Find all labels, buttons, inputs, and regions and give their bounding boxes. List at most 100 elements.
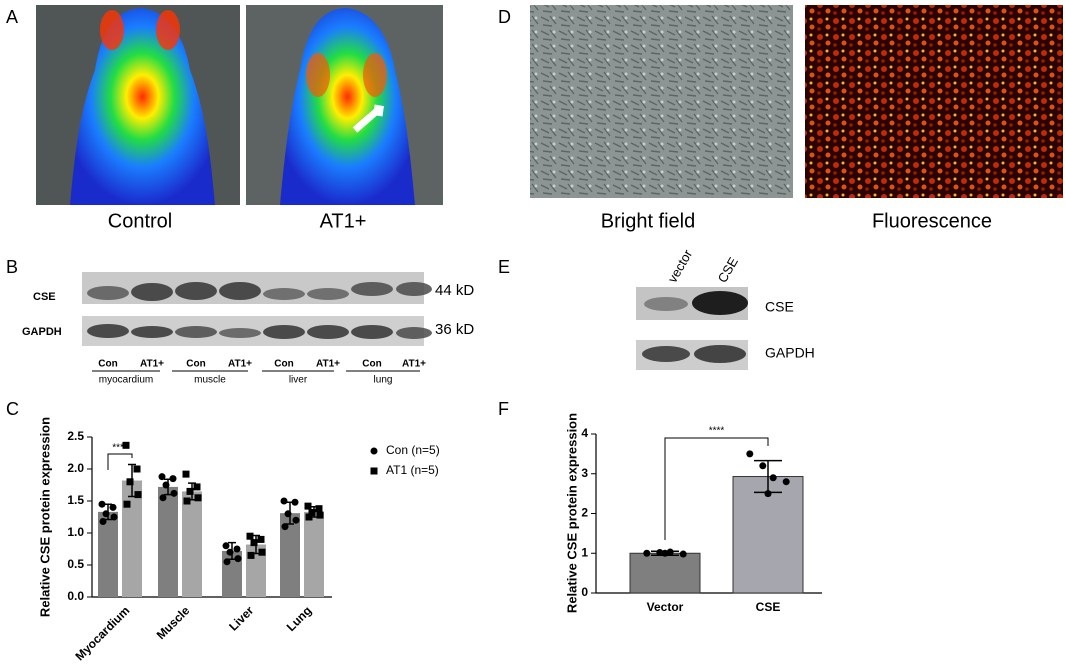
data-point [110,513,118,521]
data-point [247,551,255,559]
x-tick-label: Vector [647,600,684,614]
data-point [246,532,254,540]
data-point [308,509,316,517]
data-point [183,497,191,505]
y-tick-label: 2 [581,506,588,520]
data-point [284,510,292,518]
data-point [98,500,106,508]
lane-label: AT1+ [316,359,340,370]
blot-row-label: GAPDH [22,326,62,338]
legend-label: Con (n=5) [386,443,440,457]
data-point [258,548,266,556]
lane-label: AT1+ [140,359,164,370]
legend-marker [370,447,378,455]
western-blot [636,287,748,370]
data-point [250,539,258,547]
data-point [233,545,241,553]
molecular-weight: 36 kD [435,321,474,338]
group-label: myocardium [99,375,153,386]
lane-label: CSE [715,254,742,285]
x-tick-label: Liver [226,603,256,633]
data-point [122,441,130,449]
y-tick-label: 0 [581,585,588,599]
data-point [126,478,134,486]
bar [122,480,142,597]
fluorescence-image [805,5,1063,198]
data-point [182,470,190,478]
data-point [291,498,299,506]
bar [629,552,701,594]
panel-label: E [498,257,510,277]
y-tick-label: 1 [581,545,588,559]
data-point [158,473,166,481]
data-point [746,450,754,458]
image-caption: Control [108,210,172,232]
data-point [186,487,194,495]
panel-label: A [6,7,18,27]
y-axis-title: Relative CSE protein expression [564,413,579,613]
data-point [292,516,300,524]
blot-row-label: CSE [33,291,56,303]
panel-label: C [6,399,19,419]
molecular-weight: 44 kD [435,282,474,299]
lane-label: AT1+ [228,359,252,370]
x-tick-label: Lung [284,603,315,634]
lane-label: Con [98,359,117,370]
mouse-image [246,5,443,205]
data-point [99,517,107,525]
legend-label: AT1 (n=5) [386,463,439,477]
data-point [169,475,177,483]
data-point [222,542,230,550]
y-tick-label: 1.0 [67,525,84,539]
data-point [281,523,289,531]
data-point [782,478,790,486]
bar [158,486,178,597]
bright-field-image [530,5,793,198]
data-point [133,465,141,473]
blot-row-label: CSE [765,299,794,315]
panel-label: B [6,257,18,277]
data-point [162,481,170,489]
western-blot [82,272,432,372]
data-point [643,549,651,557]
data-point [226,548,234,556]
data-point [764,490,772,498]
data-point [257,535,265,543]
data-point [234,555,242,563]
data-point [661,549,669,557]
bar [304,511,324,597]
y-tick-label: 2.0 [67,461,84,475]
mouse-image [36,5,240,205]
x-tick-label: Muscle [154,603,193,642]
lane-label: vector [665,246,696,285]
data-point [159,494,167,502]
significance-label: **** [112,443,128,454]
group-label: liver [289,375,308,386]
y-tick-label: 0.0 [67,589,84,603]
data-point [656,548,664,556]
significance-bracket [107,453,133,470]
bar [98,511,118,597]
data-point [109,503,117,511]
data-point [304,502,312,510]
panel-label: F [498,399,509,419]
y-tick-label: 3 [581,466,588,480]
data-point [194,494,202,502]
bar [280,513,300,597]
significance-label: **** [709,426,725,437]
data-point [280,497,288,505]
y-axis-title: Relative CSE protein expression [37,417,52,617]
y-tick-label: 4 [581,426,588,440]
lane-label: Con [362,359,381,370]
lane-label: Con [186,359,205,370]
lane-label: Con [274,359,293,370]
data-point [759,462,767,470]
image-caption: Fluorescence [872,210,992,232]
lane-label: AT1+ [402,359,426,370]
x-tick-label: CSE [756,600,781,614]
data-point [193,483,201,491]
group-label: lung [374,375,393,386]
data-point [134,491,142,499]
